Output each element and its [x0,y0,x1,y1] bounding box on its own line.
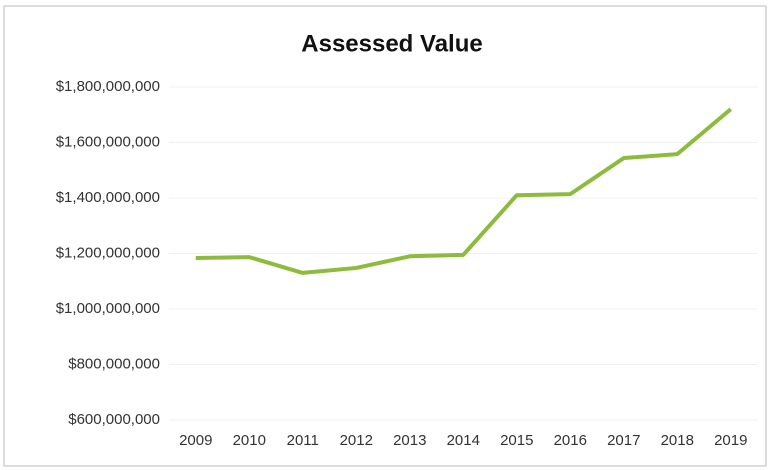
x-tick-label: 2010 [233,432,266,449]
x-tick-label: 2015 [500,432,533,449]
x-tick-label: 2013 [393,432,426,449]
x-tick-label: 2018 [661,432,694,449]
y-tick-label: $1,400,000,000 [56,189,160,206]
x-tick-label: 2019 [714,432,747,449]
x-tick-label: 2017 [607,432,640,449]
x-tick-label: 2011 [287,432,319,449]
x-tick-label: 2009 [179,432,212,449]
y-tick-label: $1,200,000,000 [56,244,160,261]
chart-title: Assessed Value [301,30,482,57]
x-tick-label: 2014 [447,432,480,449]
y-tick-label: $1,600,000,000 [56,133,160,150]
y-tick-label: $800,000,000 [68,355,160,372]
x-tick-label: 2016 [554,432,587,449]
x-tick-label: 2012 [340,432,373,449]
chart-border [3,5,767,467]
y-tick-label: $1,800,000,000 [56,78,160,95]
y-tick-label: $1,000,000,000 [56,300,160,317]
data-line [195,107,733,275]
y-tick-label: $600,000,000 [68,411,160,428]
